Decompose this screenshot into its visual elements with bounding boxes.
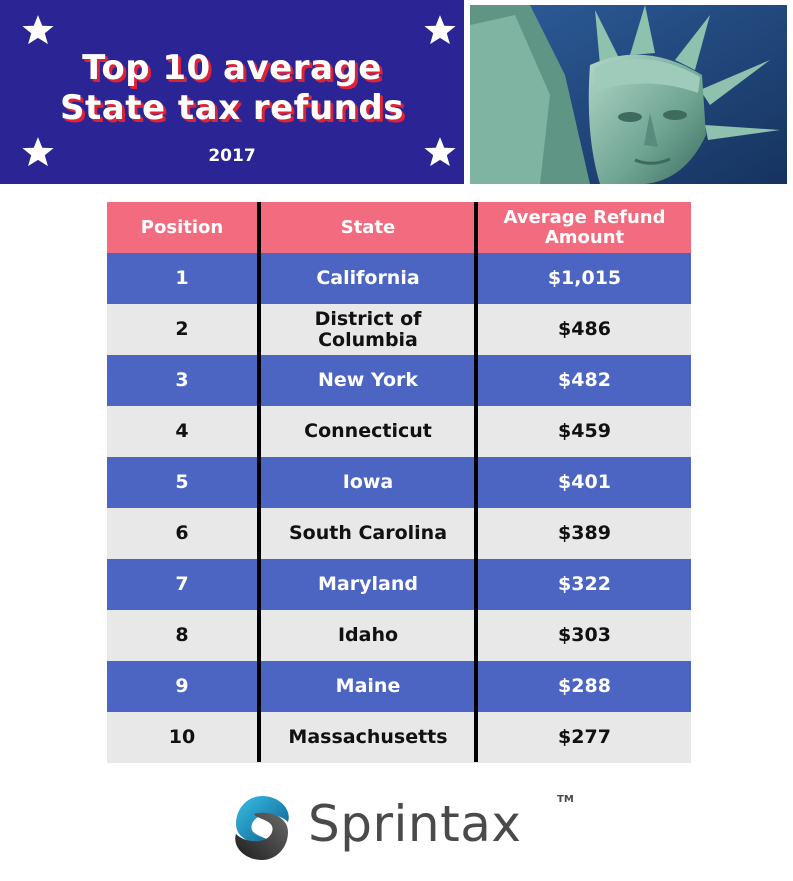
- position-cell: 4: [175, 420, 189, 442]
- state-cell: District of Columbia: [314, 307, 422, 351]
- column-divider: [257, 202, 261, 762]
- table-header-row: Position State Average Refund Amount: [107, 202, 691, 253]
- star-icon: [22, 137, 54, 167]
- refund-cell: $288: [558, 675, 611, 697]
- state-cell: Maryland: [318, 573, 418, 595]
- position-cell: 1: [175, 267, 189, 289]
- position-cell: 10: [168, 726, 196, 748]
- position-cell: 7: [175, 573, 189, 595]
- state-cell: New York: [317, 369, 419, 391]
- position-cell: 3: [175, 369, 189, 391]
- refund-cell: $277: [558, 726, 611, 748]
- state-cell: Massachusetts: [288, 726, 448, 748]
- page-title: Top 10 average State tax refunds: [0, 48, 464, 128]
- refund-cell: $401: [558, 471, 611, 493]
- table-row: 1 California $1,015: [107, 253, 691, 304]
- statue-of-liberty-photo: [470, 5, 787, 184]
- refund-table: Position State Average Refund Amount 1 C…: [107, 202, 691, 763]
- year-label: 2017: [208, 146, 256, 166]
- star-icon: [22, 15, 54, 45]
- refund-cell: $459: [558, 420, 611, 442]
- table-row: 2 District of Columbia $486: [107, 304, 691, 355]
- trademark-mark: TM: [557, 794, 574, 805]
- state-cell: Iowa: [342, 471, 394, 493]
- table-row: 6 South Carolina $389: [107, 508, 691, 559]
- sprintax-logo-icon: [235, 796, 289, 860]
- table-row: 10 Massachusetts $277: [107, 712, 691, 763]
- state-cell: California: [316, 267, 420, 289]
- table-row: 8 Idaho $303: [107, 610, 691, 661]
- table-row: 7 Maryland $322: [107, 559, 691, 610]
- star-icon: [424, 15, 456, 45]
- star-icon: [424, 137, 456, 167]
- position-cell: 2: [175, 318, 189, 340]
- header-refund: Average Refund Amount: [503, 206, 666, 248]
- title-line-1: Top 10 average: [82, 48, 382, 88]
- table-row: 3 New York $482: [107, 355, 691, 406]
- logo-wordmark: Sprintax: [308, 795, 522, 853]
- title-banner: Top 10 average State tax refunds 2017: [0, 0, 464, 184]
- state-cell: Idaho: [337, 624, 399, 646]
- refund-cell: $486: [558, 318, 611, 340]
- sprintax-logo: Sprintax TM: [226, 788, 576, 870]
- column-divider: [474, 202, 478, 762]
- refund-cell: $389: [558, 522, 611, 544]
- table-row: 4 Connecticut $459: [107, 406, 691, 457]
- table-row: 9 Maine $288: [107, 661, 691, 712]
- refund-cell: $322: [558, 573, 611, 595]
- refund-cell: $1,015: [547, 267, 622, 289]
- state-cell: Maine: [335, 675, 401, 697]
- table-row: 5 Iowa $401: [107, 457, 691, 508]
- header-position: Position: [140, 216, 224, 238]
- position-cell: 6: [175, 522, 189, 544]
- position-cell: 9: [175, 675, 189, 697]
- position-cell: 8: [175, 624, 189, 646]
- state-cell: South Carolina: [288, 522, 448, 544]
- title-line-2: State tax refunds: [60, 88, 404, 128]
- header-state: State: [340, 216, 396, 238]
- refund-cell: $303: [558, 624, 611, 646]
- position-cell: 5: [175, 471, 189, 493]
- state-cell: Connecticut: [304, 420, 432, 442]
- refund-cell: $482: [558, 369, 611, 391]
